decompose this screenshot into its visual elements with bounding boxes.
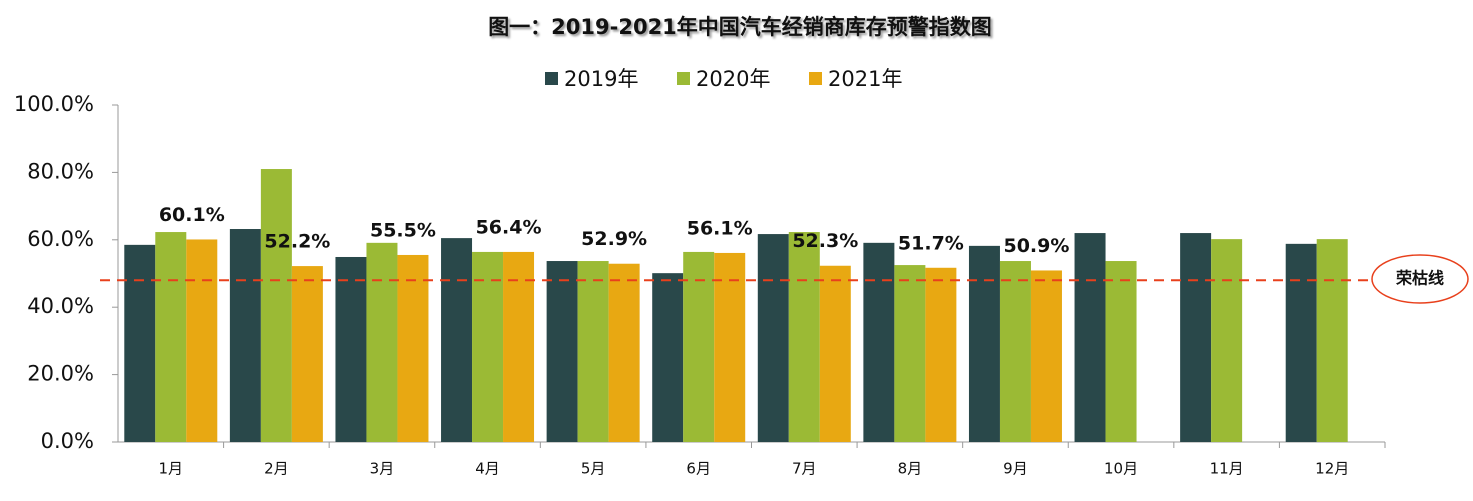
- y-tick-label: 20.0%: [27, 362, 94, 386]
- x-tick-label: 1月: [159, 460, 184, 478]
- data-label: 56.4%: [476, 216, 542, 238]
- x-tick-label: 6月: [686, 460, 711, 478]
- y-tick-label: 40.0%: [27, 294, 94, 318]
- bar: [968, 245, 1000, 442]
- x-tick-label: 10月: [1104, 460, 1138, 478]
- bar: [186, 239, 218, 442]
- bar: [1030, 270, 1062, 442]
- bar: [546, 261, 578, 442]
- legend-swatch: [809, 72, 822, 85]
- data-label: 50.9%: [1003, 235, 1069, 257]
- bar: [577, 261, 609, 442]
- x-tick-label: 9月: [1003, 460, 1028, 478]
- bar: [124, 244, 156, 442]
- bar: [229, 229, 261, 442]
- bar: [683, 251, 715, 442]
- chart-title: 图一：2019-2021年中国汽车经销商库存预警指数图: [488, 15, 992, 39]
- data-label: 52.2%: [264, 231, 330, 253]
- bar: [1180, 233, 1212, 442]
- bar: [366, 242, 398, 442]
- legend-label: 2021年: [828, 67, 902, 91]
- bar: [1074, 233, 1106, 442]
- data-label: 52.9%: [581, 228, 647, 250]
- x-tick-label: 3月: [370, 460, 395, 478]
- x-tick-label: 11月: [1210, 460, 1244, 478]
- bar: [291, 266, 323, 442]
- bar: [260, 169, 292, 442]
- bar: [757, 234, 789, 442]
- x-tick-label: 12月: [1315, 460, 1349, 478]
- bar: [397, 254, 429, 442]
- bar: [441, 238, 473, 442]
- data-label: 51.7%: [898, 232, 964, 254]
- bar: [863, 242, 895, 442]
- bar: [155, 232, 187, 442]
- bar: [788, 232, 820, 442]
- threshold-circle: [1371, 254, 1469, 304]
- bar: [925, 267, 957, 442]
- x-tick-label: 4月: [475, 460, 500, 478]
- bar: [1285, 243, 1317, 442]
- x-tick-label: 7月: [792, 460, 817, 478]
- bar: [1316, 239, 1348, 442]
- bar: [819, 265, 851, 442]
- legend-label: 2020年: [696, 67, 770, 91]
- legend-swatch: [545, 72, 558, 85]
- bar: [652, 273, 684, 442]
- y-tick-label: 60.0%: [27, 227, 94, 251]
- bar: [714, 252, 746, 442]
- data-label: 60.1%: [159, 204, 225, 226]
- legend-swatch: [677, 72, 690, 85]
- bar: [894, 265, 926, 442]
- data-label: 56.1%: [687, 217, 753, 239]
- x-tick-label: 2月: [264, 460, 289, 478]
- bar: [335, 256, 367, 442]
- bar: [608, 263, 640, 442]
- bar: [1211, 239, 1243, 442]
- x-tick-label: 8月: [898, 460, 923, 478]
- bar: [1105, 261, 1137, 442]
- legend-label: 2019年: [564, 67, 638, 91]
- bar: [503, 251, 535, 442]
- data-label: 52.3%: [792, 230, 858, 252]
- data-label: 55.5%: [370, 219, 436, 241]
- threshold-label: 荣枯线: [1395, 269, 1444, 288]
- bar: [472, 251, 504, 442]
- y-tick-label: 80.0%: [27, 159, 94, 183]
- y-tick-label: 0.0%: [41, 429, 94, 453]
- bar: [999, 261, 1031, 442]
- y-tick-label: 100.0%: [14, 92, 94, 116]
- x-tick-label: 5月: [581, 460, 606, 478]
